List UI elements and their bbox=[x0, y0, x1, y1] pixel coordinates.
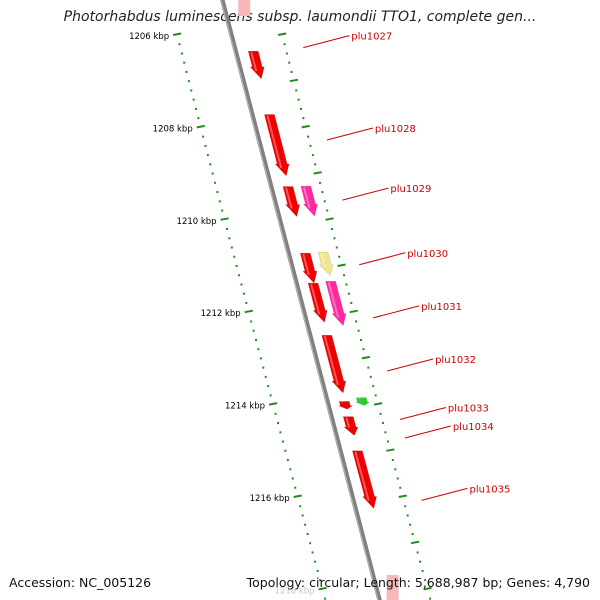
gene-arrow bbox=[325, 280, 347, 327]
gene-label: plu1035 bbox=[469, 484, 510, 495]
ruler-label: 1210 kbp bbox=[177, 217, 217, 227]
gene-arrow bbox=[317, 251, 334, 276]
gene-shading bbox=[285, 187, 293, 209]
gene-label-leader bbox=[372, 305, 420, 319]
gene-shading bbox=[320, 252, 326, 268]
gene-arrow bbox=[351, 450, 377, 510]
outer-major-tick bbox=[277, 32, 287, 36]
topology-summary: Topology: circular; Length: 5,688,987 bp… bbox=[246, 575, 590, 590]
gene-label-leader bbox=[404, 425, 451, 439]
gene-shading bbox=[266, 115, 283, 169]
gene-label: plu1027 bbox=[351, 32, 392, 43]
gene-label-leader bbox=[303, 35, 350, 49]
outer-major-tick bbox=[325, 217, 334, 221]
ruler-major-tick bbox=[220, 217, 229, 221]
gene-shading bbox=[310, 283, 321, 315]
gene-shading bbox=[250, 51, 258, 72]
outer-major-tick bbox=[398, 494, 407, 498]
ruler-major-tick bbox=[244, 309, 253, 314]
gene-label-leader bbox=[342, 187, 389, 201]
outer-major-tick bbox=[423, 586, 432, 591]
ruler-label: 1214 kbp bbox=[225, 402, 265, 412]
outer-major-tick bbox=[337, 263, 346, 267]
gene-shading bbox=[354, 451, 370, 501]
ruler-major-tick bbox=[293, 494, 302, 498]
outer-major-tick bbox=[410, 540, 420, 545]
gene-arrow bbox=[299, 252, 318, 284]
ruler-ticks-inner bbox=[172, 32, 327, 600]
gene-label-leader bbox=[326, 127, 374, 141]
gene-label: plu1034 bbox=[453, 422, 494, 433]
gene-arrow bbox=[338, 401, 354, 410]
outer-major-tick bbox=[361, 355, 371, 360]
gene-label-leader bbox=[386, 358, 434, 372]
gene-arrow bbox=[307, 282, 328, 323]
gene-arrow bbox=[264, 114, 290, 177]
gene-label: plu1032 bbox=[435, 355, 476, 366]
gene-features bbox=[238, 0, 399, 600]
gene-arrow bbox=[300, 185, 318, 217]
gene-shading bbox=[302, 186, 311, 209]
backbone-line bbox=[219, 0, 382, 600]
map-title: Photorhabdus luminescens subsp. laumondi… bbox=[63, 9, 537, 25]
ruler-label: 1206 kbp bbox=[129, 32, 169, 42]
gene-shading bbox=[323, 336, 339, 386]
outer-major-tick bbox=[349, 309, 358, 314]
outer-major-tick bbox=[313, 171, 322, 175]
ruler-major-tick bbox=[196, 124, 205, 129]
ruler-major-tick bbox=[172, 32, 182, 36]
gene-label-leader bbox=[399, 407, 447, 421]
gene-labels: plu1027 plu1028 plu1029 plu1030 plu1031 plu10… bbox=[303, 32, 510, 501]
backbone-highlight bbox=[220, 0, 379, 600]
gene-arrow bbox=[247, 50, 265, 80]
accession-label: Accession: NC_005126 bbox=[9, 575, 152, 590]
ruler-labels: 1206 kbp 1208 kbp 1210 kbp 1212 kbp 1214 kbp… bbox=[129, 32, 315, 596]
gene-label: plu1030 bbox=[407, 249, 448, 260]
gene-arrow bbox=[282, 186, 301, 218]
gene-label-leader bbox=[359, 252, 406, 266]
gene-label-leader bbox=[421, 487, 468, 501]
outer-major-tick bbox=[373, 402, 383, 406]
ruler-ticks-outer bbox=[277, 32, 432, 600]
gene-label: plu1031 bbox=[421, 302, 462, 313]
gene-arrow bbox=[321, 335, 347, 394]
gene-shading bbox=[302, 253, 310, 276]
gene-label: plu1028 bbox=[375, 124, 416, 135]
gene-label: plu1029 bbox=[390, 184, 431, 195]
backbone bbox=[219, 0, 382, 600]
gene-fragment bbox=[386, 575, 399, 600]
gene-arrow bbox=[342, 416, 359, 437]
gene-label: plu1033 bbox=[448, 404, 489, 415]
gene-arrow bbox=[355, 397, 371, 406]
gene-shading bbox=[345, 417, 351, 428]
ruler-label: 1212 kbp bbox=[201, 309, 241, 319]
gene-shading bbox=[327, 281, 340, 318]
gene-fragment bbox=[238, 0, 251, 16]
outer-major-tick bbox=[301, 124, 310, 129]
outer-major-tick bbox=[289, 78, 299, 83]
ruler-major-tick bbox=[268, 402, 278, 406]
ruler-label: 1208 kbp bbox=[153, 124, 193, 134]
ruler-major-tick bbox=[318, 586, 327, 591]
outer-major-tick bbox=[386, 448, 395, 452]
ruler-label: 1218 kbp bbox=[275, 586, 315, 596]
ruler-label: 1216 kbp bbox=[250, 494, 290, 504]
